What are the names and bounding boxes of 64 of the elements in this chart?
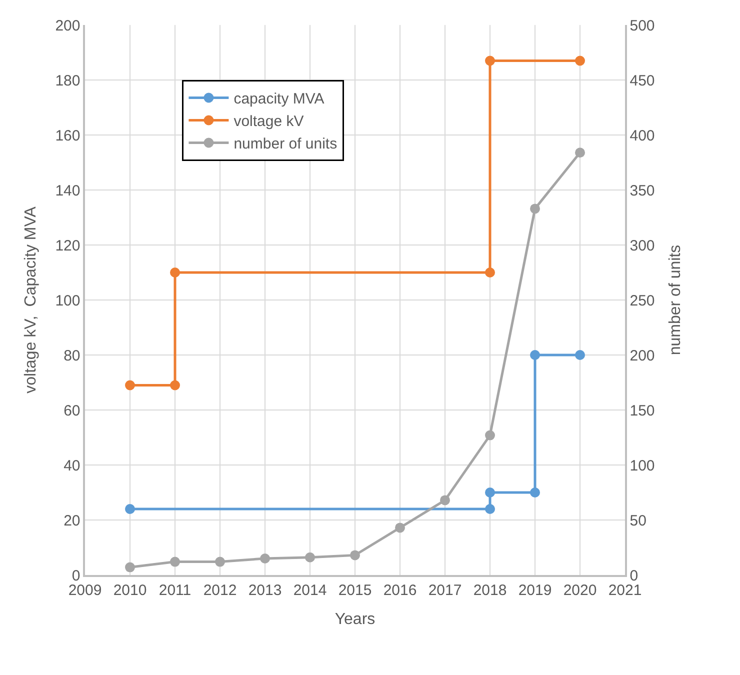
point bbox=[395, 522, 405, 533]
y2-tick-label: 450 bbox=[630, 72, 655, 90]
y-tick-label: 180 bbox=[55, 72, 80, 90]
point bbox=[485, 268, 495, 278]
y2-tick-label: 300 bbox=[630, 237, 655, 254]
x-tick-label: 2021 bbox=[608, 582, 642, 599]
legend-label: number of units bbox=[234, 136, 338, 153]
point bbox=[530, 488, 540, 498]
y-tick-label: 120 bbox=[55, 237, 80, 254]
point bbox=[170, 556, 180, 567]
y2-tick-label: 350 bbox=[630, 182, 655, 200]
x-tick-label: 2010 bbox=[113, 582, 147, 599]
point bbox=[575, 148, 585, 158]
y2-axis-title: number of units bbox=[666, 244, 684, 356]
point bbox=[125, 380, 135, 390]
point bbox=[350, 550, 360, 560]
x-tick-label: 2009 bbox=[68, 582, 102, 599]
x-tick-label: 2016 bbox=[383, 582, 417, 599]
legend-label: capacity MVA bbox=[234, 90, 324, 108]
y2-tick-label: 250 bbox=[630, 292, 655, 310]
point bbox=[170, 380, 180, 390]
y2-tick-label: 150 bbox=[630, 402, 655, 420]
x-tick-label: 2012 bbox=[203, 582, 237, 599]
x-tick-label: 2014 bbox=[293, 582, 327, 599]
y-tick-label: 20 bbox=[64, 512, 80, 530]
point bbox=[485, 430, 495, 440]
y-tick-label: 60 bbox=[64, 402, 80, 420]
point bbox=[485, 488, 495, 498]
y-tick-label: 80 bbox=[64, 347, 80, 364]
y2-tick-label: 200 bbox=[630, 347, 655, 364]
y-tick-label: 160 bbox=[55, 127, 80, 144]
point bbox=[485, 56, 495, 66]
y2-tick-label: 100 bbox=[630, 457, 655, 474]
point bbox=[260, 554, 270, 564]
y-tick-label: 100 bbox=[55, 292, 80, 310]
y2-tick-label: 0 bbox=[630, 567, 638, 584]
point bbox=[575, 350, 585, 360]
x-tick-label: 2017 bbox=[428, 582, 462, 599]
point bbox=[170, 268, 180, 278]
point bbox=[125, 504, 135, 514]
x-tick-label: 2015 bbox=[338, 582, 372, 599]
legend-label: voltage kV bbox=[234, 113, 304, 130]
y2-tick-label: 400 bbox=[630, 127, 655, 144]
x-tick-label: 2018 bbox=[473, 582, 507, 599]
y-tick-label: 40 bbox=[64, 457, 80, 474]
point bbox=[215, 556, 225, 567]
y-axis-title: voltage kV, Capacity MVA bbox=[22, 206, 40, 394]
y2-tick-label: 50 bbox=[630, 512, 646, 530]
point bbox=[530, 350, 540, 360]
y-tick-label: 0 bbox=[72, 567, 80, 584]
point bbox=[440, 495, 450, 506]
point bbox=[305, 552, 315, 562]
point bbox=[575, 56, 585, 66]
y2-tick-label: 500 bbox=[630, 17, 655, 34]
x-axis-title: Years bbox=[334, 610, 376, 628]
point bbox=[485, 504, 495, 514]
point bbox=[125, 562, 135, 572]
y-tick-label: 140 bbox=[55, 182, 80, 200]
x-tick-label: 2020 bbox=[563, 582, 597, 599]
point bbox=[530, 204, 540, 214]
x-tick-label: 2011 bbox=[158, 582, 192, 599]
y-tick-label: 200 bbox=[55, 17, 80, 34]
x-tick-label: 2013 bbox=[248, 582, 282, 599]
x-tick-label: 2019 bbox=[518, 582, 552, 599]
